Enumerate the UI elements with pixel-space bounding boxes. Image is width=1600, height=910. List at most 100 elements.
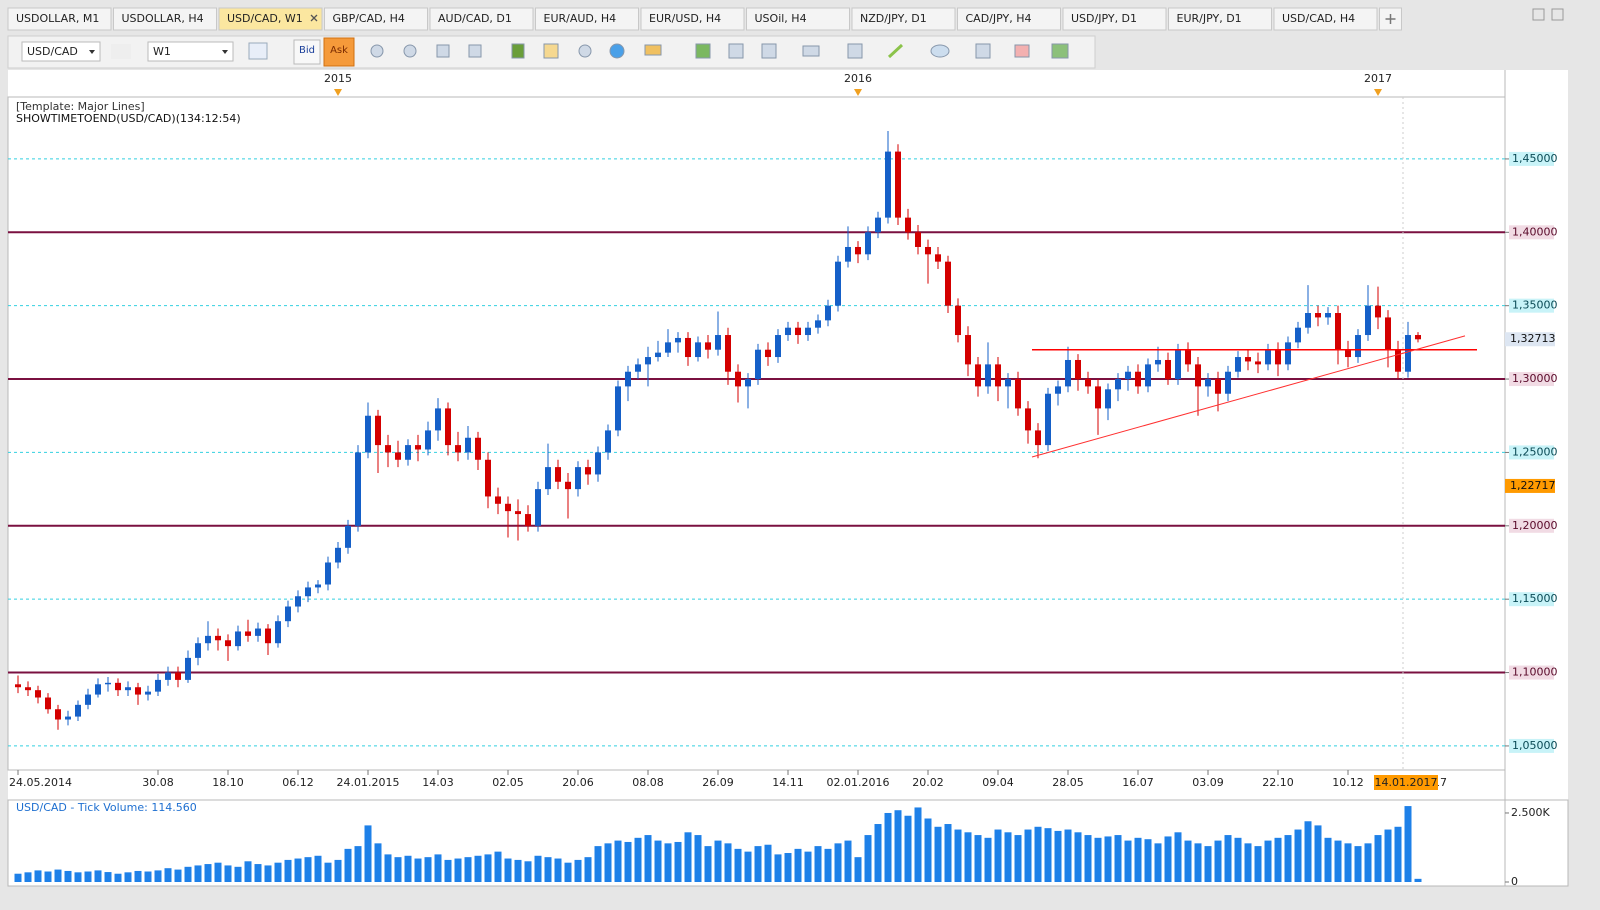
tab[interactable] <box>324 7 428 31</box>
volume-bar <box>694 835 702 882</box>
volume-bar <box>1354 846 1362 882</box>
tool-icon[interactable] <box>975 43 991 59</box>
symbol-select[interactable] <box>21 41 101 62</box>
cursor-label: 14.01.2017 <box>1375 776 1438 789</box>
candle-body <box>155 679 161 692</box>
volume-bar <box>894 810 902 882</box>
tool-icon[interactable] <box>644 44 662 56</box>
volume-bar <box>394 857 402 882</box>
tab[interactable] <box>957 7 1061 31</box>
tool-icon[interactable] <box>695 43 711 59</box>
volume-bar <box>1044 828 1052 882</box>
tool-icon[interactable] <box>609 43 625 59</box>
tool-icon[interactable] <box>847 43 863 59</box>
candle-body <box>745 379 751 387</box>
bid-button[interactable] <box>293 39 321 65</box>
tab[interactable] <box>640 7 745 31</box>
tab[interactable] <box>218 7 323 31</box>
y-tick-box <box>1509 518 1554 533</box>
ask-button[interactable] <box>323 37 355 67</box>
tool-icon[interactable] <box>436 44 450 58</box>
cursor-box <box>1374 775 1438 790</box>
volume-bar <box>1124 840 1132 882</box>
candle-body <box>1415 335 1421 340</box>
candle-body <box>425 430 431 450</box>
tab[interactable] <box>535 7 639 31</box>
volume-bar <box>54 869 62 882</box>
volume-bar <box>904 815 912 882</box>
volume-bar <box>864 835 872 882</box>
candle-body <box>1245 357 1251 362</box>
tab[interactable] <box>851 7 956 31</box>
tool-icon[interactable] <box>578 44 592 58</box>
tab[interactable] <box>7 7 112 31</box>
tab[interactable] <box>1273 7 1378 31</box>
volume-bar <box>814 846 822 882</box>
tab-label: USD/CAD, W1 <box>227 12 303 25</box>
volume-bar <box>554 858 562 882</box>
candle-body <box>865 232 871 255</box>
volume-bar <box>1054 830 1062 882</box>
tool-icon[interactable] <box>403 44 417 58</box>
tool-icon[interactable] <box>1051 43 1069 59</box>
candle-body <box>1265 349 1271 365</box>
tool-icon[interactable] <box>543 43 559 59</box>
tab[interactable] <box>113 7 217 31</box>
volume-bar <box>204 864 212 882</box>
tab[interactable] <box>1062 7 1167 31</box>
tool-icon[interactable] <box>370 44 384 58</box>
tool-icon[interactable] <box>728 43 744 59</box>
tab-close[interactable] <box>310 14 318 22</box>
tool-icon[interactable] <box>1014 44 1030 58</box>
volume-bar <box>74 872 82 882</box>
candle-body <box>905 217 911 233</box>
candle-body <box>1185 349 1191 365</box>
tool-icon[interactable] <box>930 44 950 58</box>
candle-body <box>115 682 121 691</box>
close-button[interactable] <box>1551 8 1564 21</box>
candle-body <box>175 672 181 680</box>
candle-body <box>805 327 811 336</box>
volume-bar <box>1374 835 1382 882</box>
tool-icon[interactable] <box>111 44 131 59</box>
candle-body <box>1405 335 1411 372</box>
indicator-label: SHOWTIMETOEND(USD/CAD)(134:12:54) <box>16 112 241 125</box>
x-tick-label: 14.03 <box>422 776 454 789</box>
volume-bar <box>1094 837 1102 882</box>
tool-icon[interactable] <box>802 45 820 57</box>
candle-body <box>1025 408 1031 431</box>
x-tick-label: 08.08 <box>632 776 664 789</box>
candle-body <box>1055 386 1061 394</box>
candle-body <box>565 481 571 490</box>
tab[interactable] <box>429 7 534 31</box>
tab[interactable] <box>746 7 850 31</box>
volume-bar <box>584 857 592 882</box>
x-tick-label: 30.08 <box>142 776 174 789</box>
candle-body <box>945 261 951 306</box>
tool-icon[interactable] <box>248 42 268 60</box>
price-label-box <box>1505 478 1555 493</box>
y-tick-label: 1,15000 <box>1512 592 1558 605</box>
timeframe-select[interactable] <box>147 41 234 62</box>
candle-body <box>545 467 551 490</box>
tool-icon[interactable] <box>468 44 482 58</box>
volume-bar <box>14 873 22 882</box>
volume-bar <box>1414 878 1422 882</box>
volume-bar <box>574 859 582 882</box>
symbol-text: USD/CAD <box>27 45 78 58</box>
tool-icon[interactable] <box>761 43 777 59</box>
candle-body <box>1075 359 1081 380</box>
tab[interactable] <box>1168 7 1272 31</box>
candle-body <box>505 503 511 512</box>
volume-tick-label: 0 <box>1511 875 1518 888</box>
volume-bar <box>194 865 202 882</box>
candle-body <box>1085 379 1091 387</box>
volume-bar <box>844 840 852 882</box>
candle-body <box>575 467 581 490</box>
restore-button[interactable] <box>1532 8 1545 21</box>
candle-body <box>1275 349 1281 365</box>
tool-icon[interactable] <box>887 43 904 59</box>
tool-icon[interactable] <box>511 43 525 59</box>
volume-bar <box>674 841 682 882</box>
candle-body <box>1155 359 1161 365</box>
